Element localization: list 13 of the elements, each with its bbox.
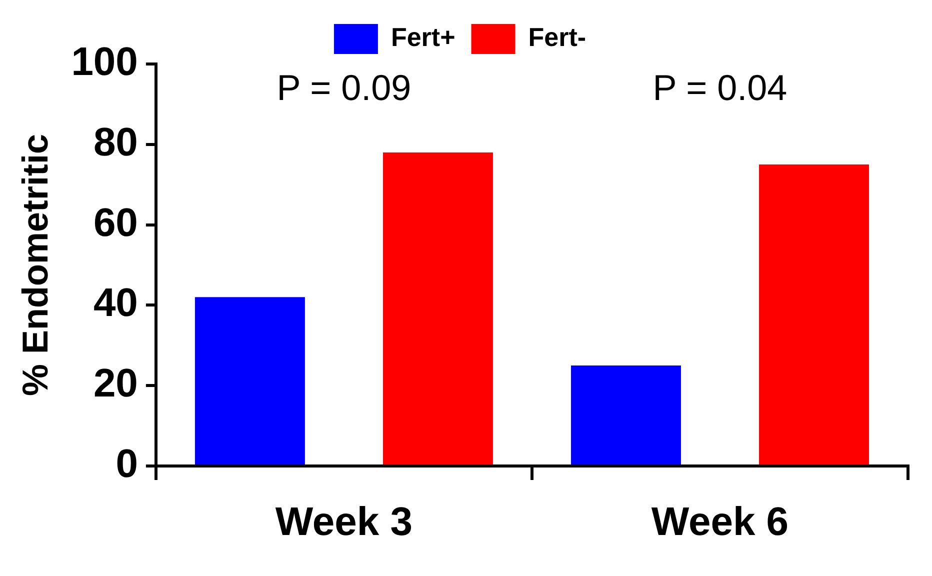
x-tick-label: Week 3 <box>275 500 413 544</box>
y-tick-label: 100 <box>71 40 138 84</box>
legend-label: Fert- <box>528 22 586 52</box>
y-tick-label: 60 <box>93 200 138 245</box>
annotation: P = 0.09 <box>276 66 412 108</box>
y-tick-label: 80 <box>93 120 138 164</box>
y-tick-label: 20 <box>93 362 138 406</box>
x-tick-label: Week 6 <box>651 500 789 544</box>
y-tick-label: 0 <box>116 442 138 486</box>
y-axis-title: % Endometritic <box>14 134 56 396</box>
y-tick-label: 40 <box>93 281 138 326</box>
legend-label: Fert+ <box>390 22 456 52</box>
annotation: P = 0.04 <box>652 66 788 108</box>
